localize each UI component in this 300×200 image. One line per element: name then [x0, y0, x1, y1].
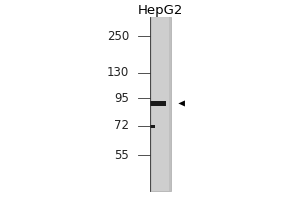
- Text: 250: 250: [107, 30, 129, 43]
- Text: 95: 95: [114, 92, 129, 105]
- Text: 72: 72: [114, 119, 129, 132]
- Text: HepG2: HepG2: [138, 4, 183, 17]
- Bar: [150, 101, 166, 106]
- Text: 130: 130: [107, 66, 129, 79]
- Polygon shape: [178, 100, 185, 106]
- Bar: [152, 17, 169, 191]
- Bar: [150, 125, 155, 128]
- Text: 55: 55: [114, 149, 129, 162]
- Bar: [150, 17, 171, 191]
